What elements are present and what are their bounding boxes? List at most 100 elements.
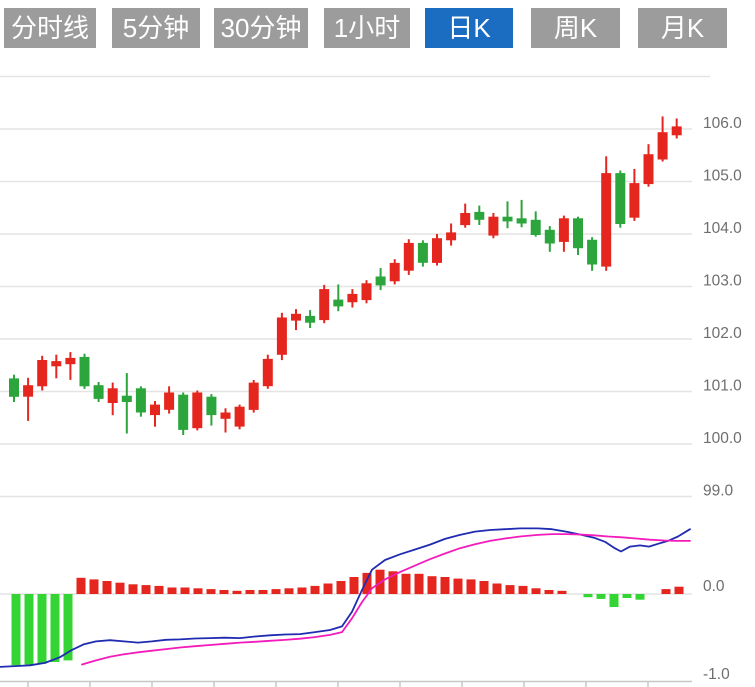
macd-bar [349, 577, 359, 594]
candle-body [460, 213, 471, 226]
tab-daily-k[interactable]: 日K [425, 8, 513, 48]
price-axis-label: 106.0 [703, 115, 742, 132]
macd-bar [128, 584, 138, 594]
candle-wick [224, 408, 227, 433]
candle-wick [520, 199, 523, 228]
macd-bar [180, 587, 190, 594]
candle-body [178, 394, 189, 430]
candle-body [150, 404, 160, 416]
tab-1hour[interactable]: 1小时 [324, 8, 410, 48]
macd-bar [609, 594, 619, 607]
tab-monthly-k[interactable]: 月K [638, 8, 727, 48]
macd-bar [661, 589, 671, 594]
candle-wick [69, 352, 72, 380]
macd-bar [440, 577, 450, 594]
candle-body [403, 242, 414, 271]
candle-wick [337, 284, 340, 312]
macd-bar [427, 576, 437, 594]
macd-bar [466, 579, 476, 594]
macd-axis-label: -1.0 [703, 666, 730, 683]
candle-body [206, 396, 217, 416]
dif-line [0, 527, 691, 668]
candle-wick [55, 354, 58, 379]
candle-body [121, 395, 132, 402]
macd-bar [102, 581, 112, 594]
candle-body [234, 406, 245, 427]
candle-body [192, 392, 203, 429]
macd-bar [622, 594, 632, 598]
candle-body [417, 242, 428, 263]
macd-bar [167, 587, 177, 594]
candle-body [573, 218, 583, 249]
candle-body [305, 315, 316, 323]
candle-body [9, 378, 19, 397]
candle-body [37, 360, 48, 387]
macd-bar [76, 577, 86, 594]
candle-wick [506, 201, 509, 229]
macd-bar [336, 581, 346, 594]
macd-bar [414, 573, 424, 595]
macd-bar [596, 594, 606, 599]
tab-timeline[interactable]: 分时线 [4, 8, 96, 48]
price-axis-label: 101.0 [703, 378, 742, 395]
macd-bar [271, 589, 281, 594]
price-axis-label: 102.0 [703, 325, 742, 342]
tab-5min[interactable]: 5分钟 [112, 8, 200, 48]
candle-body [93, 385, 104, 399]
candle-body [446, 232, 457, 241]
price-axis-label: 103.0 [703, 273, 742, 290]
price-axis-label: 100.0 [703, 430, 742, 447]
candle-wick [125, 373, 128, 434]
candle-body [375, 276, 386, 286]
price-axis-label: 104.0 [703, 220, 742, 237]
dea-line [81, 533, 691, 666]
macd-bar [297, 587, 307, 594]
candle-body [107, 388, 118, 403]
candle-body [657, 132, 668, 160]
candle-body [164, 392, 175, 410]
macd-bar [258, 590, 268, 594]
candle-wick [27, 377, 30, 421]
candle-body [347, 293, 358, 303]
macd-bar [505, 585, 515, 594]
candle-body [389, 262, 400, 282]
macd-bar [479, 581, 489, 594]
macd-bar [24, 594, 34, 665]
tab-weekly-k[interactable]: 周K [531, 8, 620, 48]
tab-30min[interactable]: 30分钟 [214, 8, 308, 48]
macd-bar [115, 582, 125, 594]
candle-body [432, 238, 442, 263]
macd-bar [141, 585, 151, 594]
macd-bar [531, 588, 541, 594]
candle-body [333, 299, 344, 307]
macd-bar [154, 585, 164, 594]
macd-bar [37, 594, 47, 664]
macd-bar [206, 589, 216, 594]
candle-body [220, 412, 231, 419]
candle-body [291, 313, 301, 321]
macd-bar [284, 588, 294, 594]
candle-body [601, 173, 612, 267]
macd-bar [11, 594, 21, 666]
candle-body [51, 361, 62, 367]
macd-bar [245, 590, 255, 594]
candle-body [361, 283, 372, 301]
macd-bar [50, 594, 60, 662]
macd-bar [518, 585, 528, 594]
macd-bar [232, 590, 242, 594]
candle-body [558, 218, 569, 242]
macd-bar [492, 583, 502, 594]
macd-bar [63, 594, 73, 661]
candle-body [502, 216, 513, 222]
candle-body [276, 317, 287, 355]
macd-bar [323, 583, 333, 594]
macd-bar [193, 588, 203, 594]
macd-bar [583, 594, 593, 598]
candle-body [615, 173, 626, 224]
price-axis-label: 99.0 [703, 483, 734, 500]
candle-body [544, 229, 555, 244]
macd-bar [310, 585, 320, 594]
candle-body [488, 216, 499, 236]
macd-bar [674, 586, 684, 594]
